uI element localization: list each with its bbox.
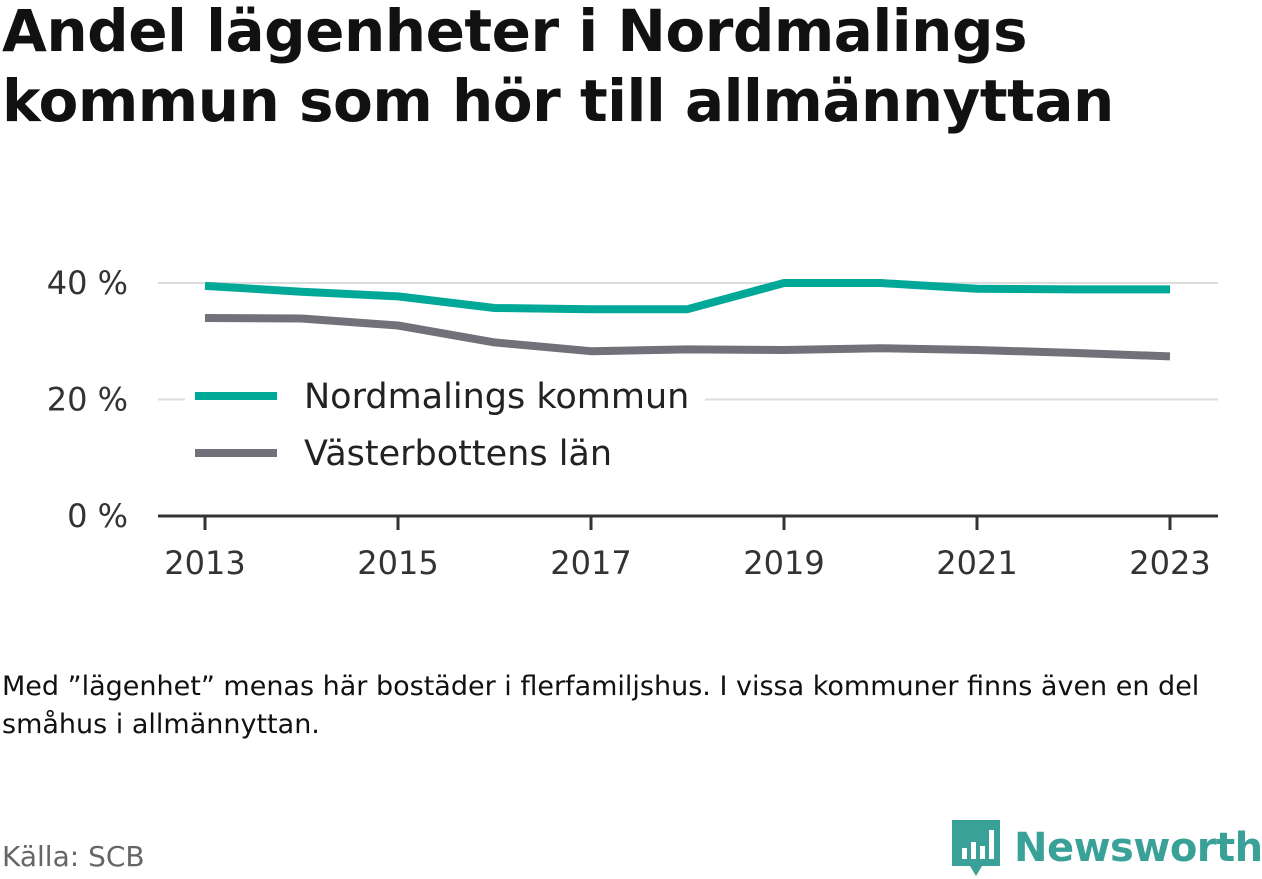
x-tick-label: 2019 bbox=[743, 544, 824, 582]
x-tick-label: 2015 bbox=[357, 544, 438, 582]
brand-logo: Newsworthy bbox=[950, 818, 1262, 878]
x-tick-label: 2023 bbox=[1129, 544, 1210, 582]
x-tick-label: 2021 bbox=[936, 544, 1017, 582]
y-axis-ticks: 0 % 20 % 40 % bbox=[47, 264, 128, 535]
series-lines bbox=[204, 279, 1171, 361]
y-tick-label: 0 % bbox=[67, 497, 128, 535]
brand-name: Newsworthy bbox=[1014, 825, 1262, 871]
legend-label: Nordmalings kommun bbox=[304, 377, 689, 417]
x-axis-ticks: 2013 2015 2017 2019 2021 2023 bbox=[164, 516, 1211, 582]
x-tick-label: 2013 bbox=[164, 544, 245, 582]
y-tick-label: 40 % bbox=[47, 264, 128, 302]
legend-label: Västerbottens län bbox=[304, 434, 612, 474]
newsworthy-logo-icon bbox=[952, 820, 1000, 876]
series-line-0 bbox=[204, 279, 1170, 314]
chart-title: Andel lägenheter i Nordmalings kommun so… bbox=[2, 0, 1114, 135]
footnote: Med ”lägenhet” menas här bostäder i fler… bbox=[2, 671, 1200, 740]
y-tick-label: 20 % bbox=[47, 381, 128, 419]
legend: Nordmalings kommun Västerbottens län bbox=[185, 377, 705, 474]
x-tick-label: 2017 bbox=[550, 544, 631, 582]
series-line-1 bbox=[204, 314, 1171, 361]
source-label: Källa: SCB bbox=[2, 840, 145, 873]
